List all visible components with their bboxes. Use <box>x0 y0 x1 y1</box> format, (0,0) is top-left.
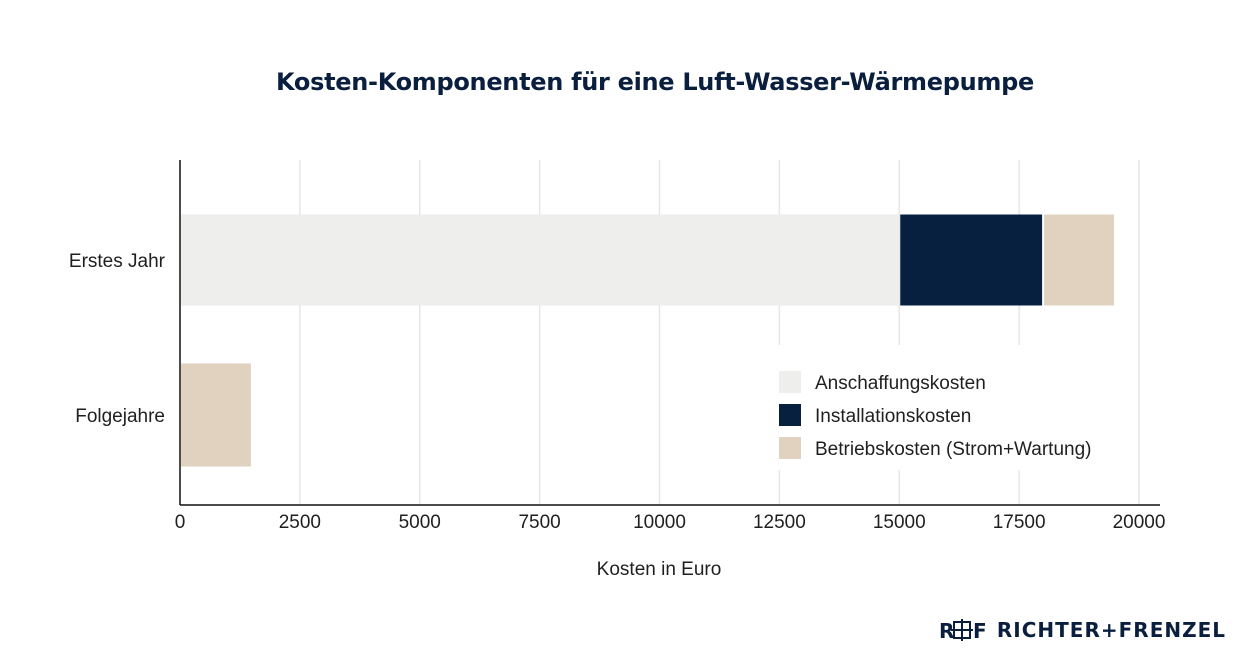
x-tick-label: 20000 <box>1113 512 1166 533</box>
logo-mark-icon: R F <box>939 619 987 641</box>
legend: Anschaffungskosten Installationskosten Bet… <box>766 345 1136 470</box>
y-category-label: Folgejahre <box>75 406 165 427</box>
x-tick-label: 17500 <box>993 512 1046 533</box>
bars <box>181 214 1115 467</box>
brand-logo: R F RICHTER+FRENZEL <box>939 618 1226 642</box>
bar-segment <box>181 363 251 467</box>
legend-swatch <box>779 404 801 426</box>
x-tick-label: 0 <box>175 512 186 533</box>
axes: 0 2500 5000 7500 10000 12500 15000 17500 20000 Er… <box>69 160 1166 580</box>
legend-label: Installationskosten <box>815 406 971 427</box>
bar-chart: 0 2500 5000 7500 10000 12500 15000 17500 20000 Er… <box>69 160 1166 580</box>
svg-text:R: R <box>939 619 954 641</box>
x-axis-title: Kosten in Euro <box>597 559 722 580</box>
x-tick-label: 10000 <box>633 512 686 533</box>
legend-swatch <box>779 437 801 459</box>
x-tick-label: 12500 <box>753 512 806 533</box>
bar-segment <box>181 214 899 306</box>
svg-text:F: F <box>973 619 987 641</box>
legend-label: Betriebskosten (Strom+Wartung) <box>815 439 1091 460</box>
chart-title: Kosten-Komponenten für eine Luft-Wasser-… <box>276 68 1034 96</box>
legend-background <box>766 345 1136 470</box>
bar-segment <box>1044 214 1115 306</box>
brand-name: RICHTER+FRENZEL <box>996 618 1226 642</box>
bar-segment <box>900 214 1043 306</box>
x-tick-label: 15000 <box>873 512 926 533</box>
x-tick-label: 2500 <box>279 512 321 533</box>
x-tick-label: 7500 <box>518 512 560 533</box>
x-tick-label: 5000 <box>399 512 441 533</box>
legend-swatch <box>779 371 801 393</box>
legend-label: Anschaffungskosten <box>815 373 986 394</box>
y-category-label: Erstes Jahr <box>69 251 166 272</box>
